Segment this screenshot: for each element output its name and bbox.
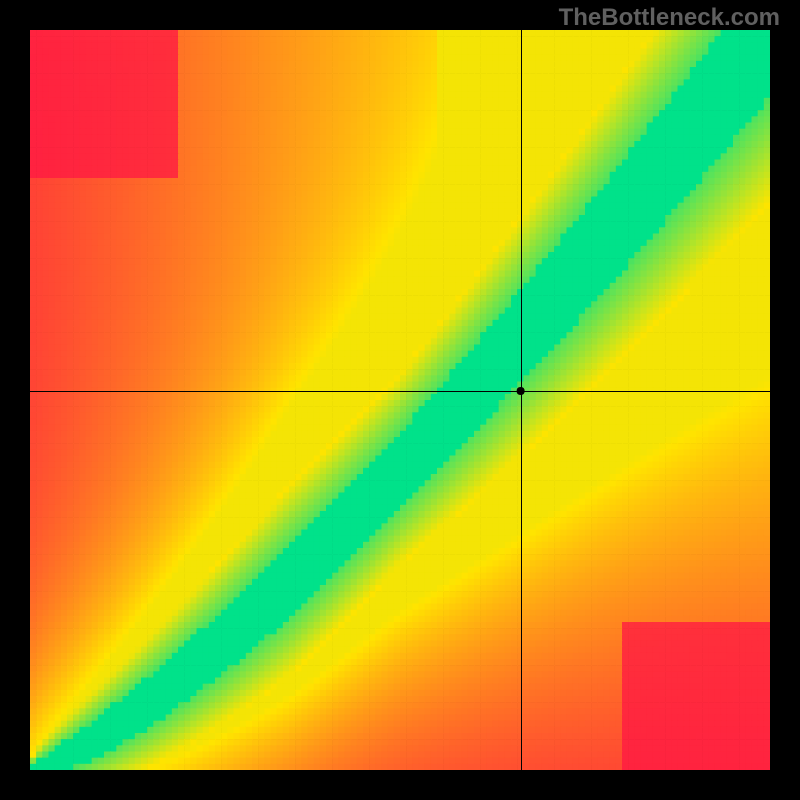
source-watermark: TheBottleneck.com	[559, 4, 780, 32]
bottleneck-heatmap	[30, 30, 770, 770]
chart-root: TheBottleneck.com	[0, 0, 800, 800]
